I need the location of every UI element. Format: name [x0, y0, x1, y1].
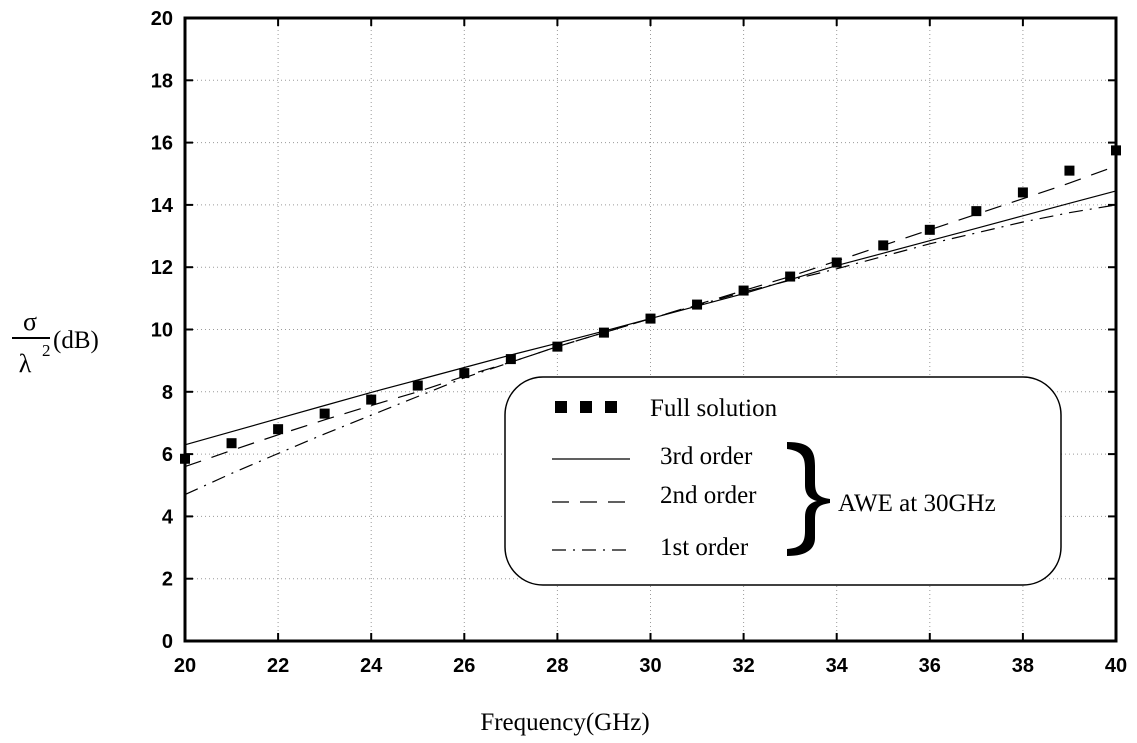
y-tick-label: 12: [151, 257, 173, 279]
full-solution-point: [552, 341, 563, 352]
y-tick-label: 16: [151, 133, 173, 155]
full-solution-point: [645, 313, 656, 324]
x-axis-label: Frequency(GHz): [480, 709, 649, 736]
full-solution-point: [598, 327, 609, 338]
y-tick-label: 0: [162, 631, 173, 653]
y-axis-label: σ λ 2 (dB): [12, 307, 99, 378]
full-solution-point: [1064, 165, 1075, 176]
y-label-unit: (dB): [53, 327, 99, 354]
y-label-numerator: σ: [23, 307, 37, 336]
x-tick-label: 26: [453, 655, 475, 677]
legend-box: [504, 376, 1062, 586]
full-solution-point: [412, 380, 423, 391]
y-tick-label: 20: [151, 8, 173, 30]
legend-marker: [580, 401, 592, 413]
y-tick-label: 4: [162, 506, 174, 528]
y-label-denominator: λ: [19, 349, 32, 378]
x-tick-label: 22: [267, 655, 289, 677]
ticks: [184, 17, 1117, 642]
full-solution-point: [273, 424, 284, 435]
y-tick-label: 18: [151, 70, 173, 92]
full-solution-point: [319, 408, 330, 419]
legend-annotation-awe: AWE at 30GHz: [838, 490, 996, 517]
x-tick-label: 24: [360, 655, 383, 677]
y-tick-label: 2: [162, 569, 173, 591]
legend-marker: [555, 401, 567, 413]
y-tick-label: 10: [151, 320, 173, 342]
full-solution-point: [692, 299, 703, 310]
x-tick-label: 40: [1105, 655, 1127, 677]
full-solution-point: [831, 257, 842, 268]
x-tick-label: 32: [732, 655, 754, 677]
full-solution-point: [1017, 187, 1028, 198]
full-solution-point: [785, 271, 796, 282]
full-solution-point: [366, 394, 377, 405]
x-tick-label: 28: [546, 655, 568, 677]
legend-label-3rd-order: 3rd order: [660, 443, 753, 470]
legend-item-3rd-order: 3rd order: [552, 443, 753, 470]
x-tick-label: 34: [826, 655, 849, 677]
full-solution-point: [971, 206, 982, 217]
series-line-1st-order: [184, 204, 1117, 496]
full-solution-point: [878, 240, 889, 251]
y-tick-label: 14: [151, 195, 174, 217]
full-solution-point: [738, 285, 749, 296]
x-tick-label: 38: [1012, 655, 1034, 677]
x-tick-label: 30: [639, 655, 661, 677]
full-solution-point: [226, 438, 237, 449]
legend-item-full-solution: Full solution: [555, 395, 778, 422]
legend-item-1st-order: 1st order: [552, 534, 749, 561]
legend: Full solution 3rd order 2nd order 1st or…: [504, 376, 1062, 586]
legend-label-2nd-order: 2nd order: [660, 482, 757, 509]
legend-label-1st-order: 1st order: [660, 534, 749, 561]
x-tick-label: 20: [174, 655, 196, 677]
legend-marker: [605, 401, 617, 413]
y-tick-label: 8: [162, 382, 173, 404]
y-label-exponent: 2: [42, 341, 51, 360]
full-solution-point: [924, 224, 935, 235]
y-tick-labels: 0 2 4 6 8 10 12 14 16 18 20: [151, 8, 174, 653]
full-solution-point: [505, 354, 516, 365]
full-solution-point: [459, 368, 470, 379]
y-tick-label: 6: [162, 444, 173, 466]
legend-curly-brace: [787, 442, 830, 556]
x-tick-labels: 20 22 24 26 28 30 32 34 36 38 40: [174, 655, 1127, 677]
legend-item-2nd-order: 2nd order: [552, 482, 757, 509]
legend-label-full-solution: Full solution: [650, 395, 778, 422]
x-tick-label: 36: [919, 655, 941, 677]
